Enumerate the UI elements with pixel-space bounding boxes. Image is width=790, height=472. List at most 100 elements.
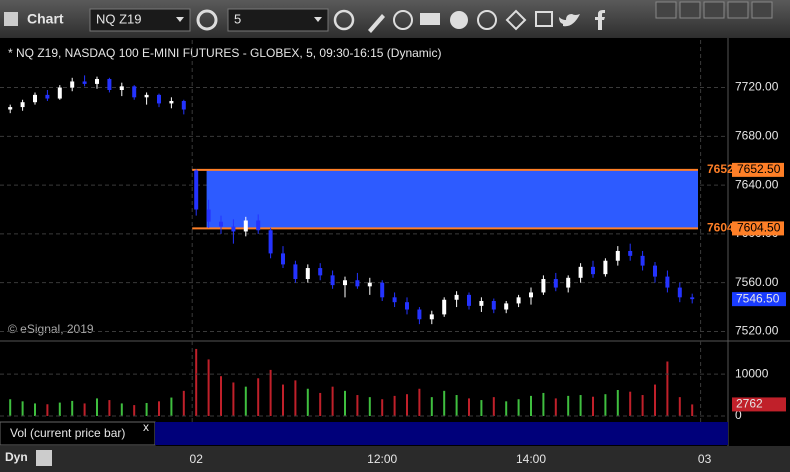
volume-bar bbox=[120, 403, 123, 416]
volume-bar bbox=[641, 395, 644, 416]
candle-body bbox=[20, 102, 25, 108]
candle-body bbox=[194, 170, 199, 210]
candle-body bbox=[33, 94, 37, 103]
volume-bar bbox=[83, 403, 86, 416]
candle-body bbox=[95, 79, 99, 84]
volume-bar bbox=[46, 404, 49, 416]
candle-body bbox=[219, 221, 223, 227]
candle-body bbox=[119, 86, 124, 90]
volume-label: Vol (current price bar) bbox=[10, 426, 125, 440]
candle-body bbox=[243, 220, 248, 232]
price-pane: 7520.007560.007600.007640.007680.007720.… bbox=[0, 40, 786, 446]
volume-bar bbox=[71, 400, 74, 416]
last-price-box bbox=[732, 292, 786, 307]
volume-bar bbox=[406, 394, 408, 416]
candle-body bbox=[479, 300, 484, 306]
draw-icon[interactable] bbox=[368, 14, 385, 33]
clock-icon[interactable] bbox=[333, 9, 355, 31]
chart-title: * NQ Z19, NASDAQ 100 E-MINI FUTURES - GL… bbox=[8, 46, 441, 60]
last-price-label: 7546.50 bbox=[736, 291, 780, 305]
volume-bar bbox=[133, 405, 136, 416]
volume-bar bbox=[604, 394, 607, 416]
candle-body bbox=[578, 266, 583, 278]
volume-bar bbox=[182, 390, 185, 416]
link-icon[interactable] bbox=[505, 9, 527, 31]
candle-body bbox=[417, 309, 422, 320]
candle-body bbox=[256, 220, 261, 231]
time-axis bbox=[0, 446, 790, 472]
study-icon[interactable] bbox=[393, 10, 413, 30]
volume-bar bbox=[542, 392, 545, 416]
minimize-button[interactable] bbox=[655, 1, 677, 19]
volume-bar bbox=[616, 390, 619, 416]
volume-bar bbox=[418, 388, 421, 416]
volume-bar bbox=[34, 403, 36, 416]
x-tick-label: 03 bbox=[698, 452, 712, 466]
twitter-icon[interactable] bbox=[559, 14, 580, 27]
comment-icon[interactable] bbox=[535, 11, 553, 27]
restore-button[interactable] bbox=[679, 1, 701, 19]
candle-body bbox=[591, 266, 595, 275]
candle-body bbox=[281, 253, 285, 265]
candle-body bbox=[541, 279, 546, 293]
close-button[interactable] bbox=[751, 1, 773, 19]
volume-bar bbox=[195, 348, 198, 416]
candle-body bbox=[405, 302, 409, 310]
level-label-box bbox=[732, 221, 784, 236]
candle-body bbox=[504, 303, 509, 310]
volume-bar bbox=[393, 395, 396, 416]
volume-bar bbox=[629, 391, 632, 416]
y-tick-label: 7640.00 bbox=[735, 177, 779, 191]
volume-bar bbox=[678, 397, 681, 416]
candle-body bbox=[8, 107, 13, 110]
footer: Dyn bbox=[5, 450, 28, 464]
x-tick-label: 12:00 bbox=[367, 452, 397, 466]
candle-body bbox=[529, 292, 533, 298]
candle-body bbox=[615, 250, 620, 261]
maximize-button[interactable] bbox=[703, 1, 725, 19]
alert-icon[interactable] bbox=[477, 10, 497, 30]
settings-icon[interactable] bbox=[196, 9, 218, 31]
play-icon[interactable] bbox=[450, 11, 468, 29]
volume-bar bbox=[468, 398, 470, 416]
volume-bar bbox=[9, 399, 12, 416]
candle-body bbox=[380, 282, 385, 298]
copyright: © eSignal, 2019 bbox=[8, 322, 94, 336]
x-tick-label: 02 bbox=[190, 452, 204, 466]
candle-body bbox=[318, 268, 323, 276]
candle-body bbox=[491, 300, 496, 310]
interval-box[interactable] bbox=[227, 8, 329, 32]
dropdown-arrow bbox=[314, 17, 322, 22]
candle-body bbox=[107, 79, 112, 90]
volume-bar bbox=[158, 401, 160, 416]
volume-bar bbox=[480, 400, 483, 416]
get-icon[interactable] bbox=[420, 13, 440, 25]
symbol: NQ Z19 bbox=[96, 11, 142, 26]
candle-body bbox=[70, 81, 75, 88]
candle-body bbox=[144, 94, 149, 98]
volume-bar bbox=[443, 390, 446, 416]
facebook-icon[interactable] bbox=[595, 10, 605, 30]
candle-body bbox=[305, 268, 310, 280]
candle-body bbox=[157, 94, 161, 104]
candle-body bbox=[628, 250, 633, 256]
symbol-box[interactable] bbox=[89, 8, 191, 32]
close-volume[interactable]: x bbox=[143, 420, 149, 434]
candle-body bbox=[690, 297, 695, 300]
window-button[interactable] bbox=[727, 1, 749, 19]
candle-body bbox=[640, 255, 645, 266]
lock-icon[interactable] bbox=[36, 450, 52, 466]
volume-label-strip bbox=[155, 422, 728, 445]
candle-body bbox=[367, 282, 372, 287]
candle-body bbox=[293, 264, 298, 280]
level-label: 7604.50 bbox=[737, 221, 781, 235]
volume-bar bbox=[21, 401, 24, 416]
volume-bar bbox=[207, 359, 210, 416]
candle-body bbox=[206, 209, 211, 222]
level-label-box bbox=[732, 162, 784, 177]
candle-body bbox=[665, 276, 670, 288]
level-label: 7652.50 bbox=[737, 162, 781, 176]
candle-body bbox=[231, 226, 236, 232]
candle-body bbox=[677, 287, 682, 298]
candle-body bbox=[268, 230, 273, 254]
